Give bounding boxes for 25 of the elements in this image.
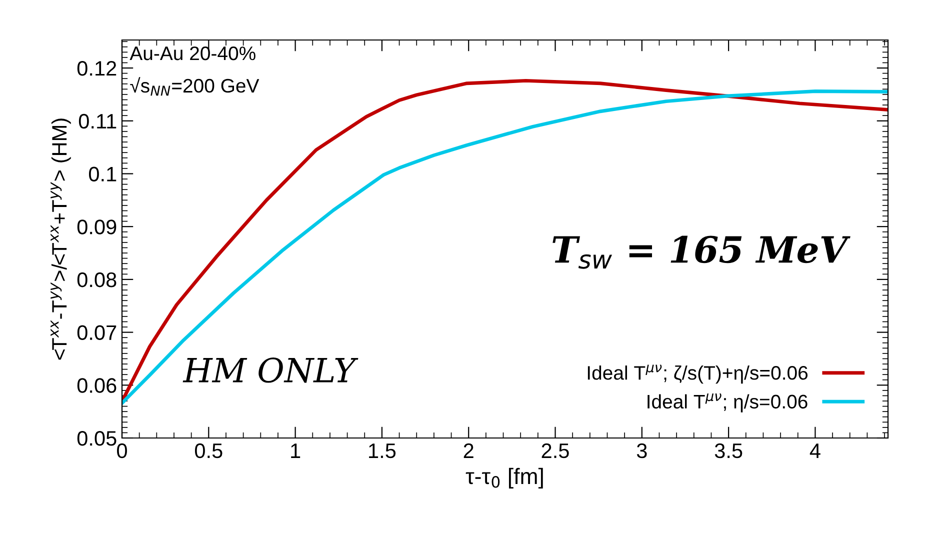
annotation: HM ONLY	[182, 358, 358, 383]
y-tick-label: 0.12	[77, 61, 116, 76]
x-tick-label: 4	[810, 444, 820, 458]
x-tick-label: 1	[291, 444, 300, 458]
annotation: T$_{sw}$ = 165 MeV	[552, 236, 850, 269]
x-axis-title: τ-τ$_{0}$ [fm]	[466, 468, 543, 489]
y-tick-label: 0.1	[88, 166, 116, 182]
x-tick-label: 0	[117, 443, 127, 458]
x-tick-label: 1.5	[369, 444, 396, 458]
y-tick-label: 0.08	[77, 272, 116, 288]
y-tick-label: 0.09	[77, 220, 116, 234]
y-tick-label: 0.05	[77, 431, 116, 446]
y-tick-label: 0.11	[78, 114, 116, 129]
x-tick-label: 2	[464, 443, 474, 458]
text: <T$^{xx}$-T$^{yy}$>/<T$^{xx}$+T$^{yy}$> (HM)	[50, 118, 71, 360]
legend-label: Ideal T$^{μν}$; η/s=0.06	[648, 393, 808, 412]
y-tick-label: 0.06	[77, 378, 116, 393]
y-tick-label: 0.07	[77, 325, 116, 340]
annotation: √s$_{NN}$=200 GeV	[130, 77, 260, 96]
x-tick-label: 3	[636, 443, 647, 458]
legend-label: Ideal T$^{μν}$; ζ/s(T)+η/s=0.06	[588, 364, 808, 384]
x-tick-label: 2.5	[542, 443, 569, 458]
x-tick-label: 0.5	[194, 443, 222, 458]
annotation: Au-Au 20-40%	[130, 46, 256, 60]
x-tick-label: 3.5	[714, 443, 742, 458]
